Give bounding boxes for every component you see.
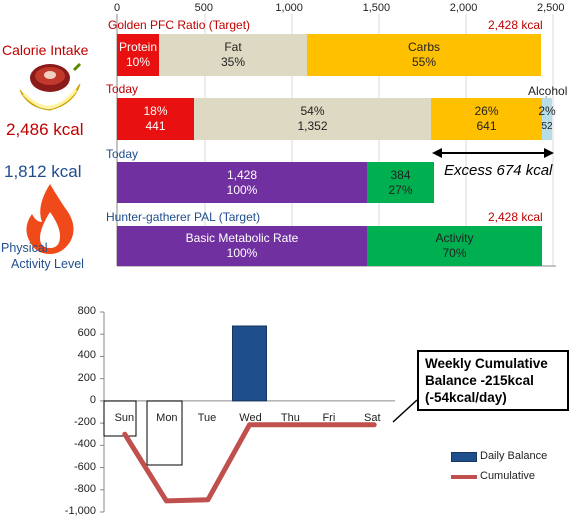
top-axis-tick: 500 (194, 2, 213, 14)
target-pfc-title: Golden PFC Ratio (Target) (108, 18, 251, 32)
top-axis-tick: 2,500 (537, 2, 565, 14)
cumulative-point (122, 432, 127, 437)
day-label-box (146, 400, 183, 466)
intake-carbs-segment: 26% 641 (431, 98, 542, 140)
weekly-cumulative-note: Weekly Cumulative Balance -215kcal (-54k… (417, 350, 569, 411)
pal-bmr-pct: 100% (226, 246, 258, 260)
intake-fat-pct: 54% (300, 104, 325, 118)
weekly-x-tick-label: Sat (364, 411, 381, 424)
weekly-y-tick-label: -600 (73, 460, 96, 473)
note-pointer-line (392, 399, 418, 423)
weekly-y-tick-label: -800 (73, 482, 96, 495)
intake-fat-value: 1,352 (297, 119, 328, 133)
cumulative-point (247, 422, 252, 427)
cumulative-point (372, 422, 377, 427)
burn-activity-pct: 27% (388, 182, 413, 197)
pfc-fat-segment: Fat 35% (159, 34, 307, 76)
weekly-y-tick-label: 400 (77, 349, 96, 362)
weekly-y-tick-label: 0 (89, 393, 96, 406)
intake-carbs-pct: 26% (474, 104, 499, 118)
pal-activity-pct: 70% (442, 246, 467, 260)
top-axis-tick: 1,000 (275, 2, 303, 14)
pfc-carbs-name: Carbs (407, 40, 440, 54)
day-label-box (103, 400, 137, 437)
weekly-x-tick-label: Thu (280, 411, 300, 424)
intake-protein-pct: 18% (143, 104, 168, 118)
cumulative-point (289, 422, 294, 427)
weekly-y-tick-label: -400 (73, 438, 96, 451)
weekly-x-tick-label: Tue (197, 411, 217, 424)
pal-bmr-segment: Basic Metabolic Rate 100% (117, 226, 367, 266)
pfc-fat-name: Fat (224, 40, 242, 54)
pfc-carbs-segment: Carbs 55% (307, 34, 541, 76)
weekly-y-tick-label: 600 (77, 327, 96, 340)
weekly-y-tick-label: -1,000 (64, 505, 96, 517)
weekly-y-tick-label: 200 (77, 371, 96, 384)
legend-line-label: Cumulative (480, 470, 536, 482)
intake-protein-segment: 18% 441 (117, 98, 194, 140)
pfc-fat-pct: 35% (220, 55, 246, 69)
intake-alcohol-segment: 2% 52 (538, 98, 556, 140)
intake-kcal: 2,486 kcal (6, 120, 84, 139)
cumulative-point (164, 498, 169, 503)
daily-balance-bar (232, 325, 267, 402)
burn-bmr-pct: 100% (226, 182, 258, 197)
pal-bmr-name: Basic Metabolic Rate (185, 231, 299, 245)
today-burn-title: Today (106, 147, 139, 161)
weekly-cumulative-note-text: Weekly Cumulative Balance -215kcal (-54k… (425, 356, 548, 405)
target-pal-title: Hunter-gatherer PAL (Target) (106, 210, 261, 224)
cumulative-point (330, 422, 335, 427)
intake-protein-value: 441 (145, 119, 166, 133)
top-axis-tick: 1,500 (362, 2, 391, 14)
weekly-x-tick-label: Mon (156, 411, 178, 424)
pfc-protein-segment: Protein 10% (117, 34, 159, 76)
pfc-protein-pct: 10% (125, 55, 151, 69)
weekly-x-tick-label: Sun (114, 411, 135, 424)
burned-kcal: 1,812 kcal (4, 162, 82, 181)
top-axis-tick: 0 (114, 2, 121, 14)
pal-label-line1: Physical (1, 241, 48, 255)
intake-alcohol-pct: 2% (538, 104, 556, 118)
pal-activity-name: Activity (435, 231, 474, 245)
pal-label-line2: Activity Level (11, 257, 84, 271)
burn-bmr-value: 1,428 (226, 167, 258, 182)
legend-bar-label: Daily Balance (480, 450, 548, 462)
top-axis-tick: 2,000 (449, 2, 478, 14)
today-intake-title: Today (106, 82, 139, 96)
weekly-x-tick-label: Wed (239, 411, 262, 424)
intake-alcohol-value: 52 (541, 121, 553, 132)
target-pal-total: 2,428 kcal (488, 210, 543, 224)
weekly-y-tick-label: 800 (77, 305, 96, 317)
weekly-x-tick-label: Fri (322, 411, 336, 424)
legend-line-swatch (451, 475, 477, 479)
pal-activity-segment: Activity 70% (367, 226, 542, 266)
meat-and-banana-icon (14, 60, 86, 124)
legend-bar-swatch (451, 452, 477, 462)
excess-label: Excess 674 kcal (444, 162, 553, 179)
pfc-carbs-pct: 55% (411, 55, 437, 69)
target-pfc-total: 2,428 kcal (488, 18, 543, 32)
pfc-protein-name: Protein (118, 40, 158, 54)
burn-activity-segment: 384 27% (367, 162, 434, 203)
burn-activity-value: 384 (390, 167, 411, 182)
burn-bmr-segment: 1,428 100% (117, 162, 367, 203)
intake-fat-segment: 54% 1,352 (194, 98, 431, 140)
alcohol-label: Alcohol (528, 84, 568, 98)
cumulative-point (205, 497, 210, 502)
weekly-y-tick-label: -200 (73, 416, 96, 429)
calorie-intake-label: Calorie Intake (2, 42, 89, 58)
intake-carbs-value: 641 (476, 119, 497, 133)
flame-icon (22, 182, 78, 256)
